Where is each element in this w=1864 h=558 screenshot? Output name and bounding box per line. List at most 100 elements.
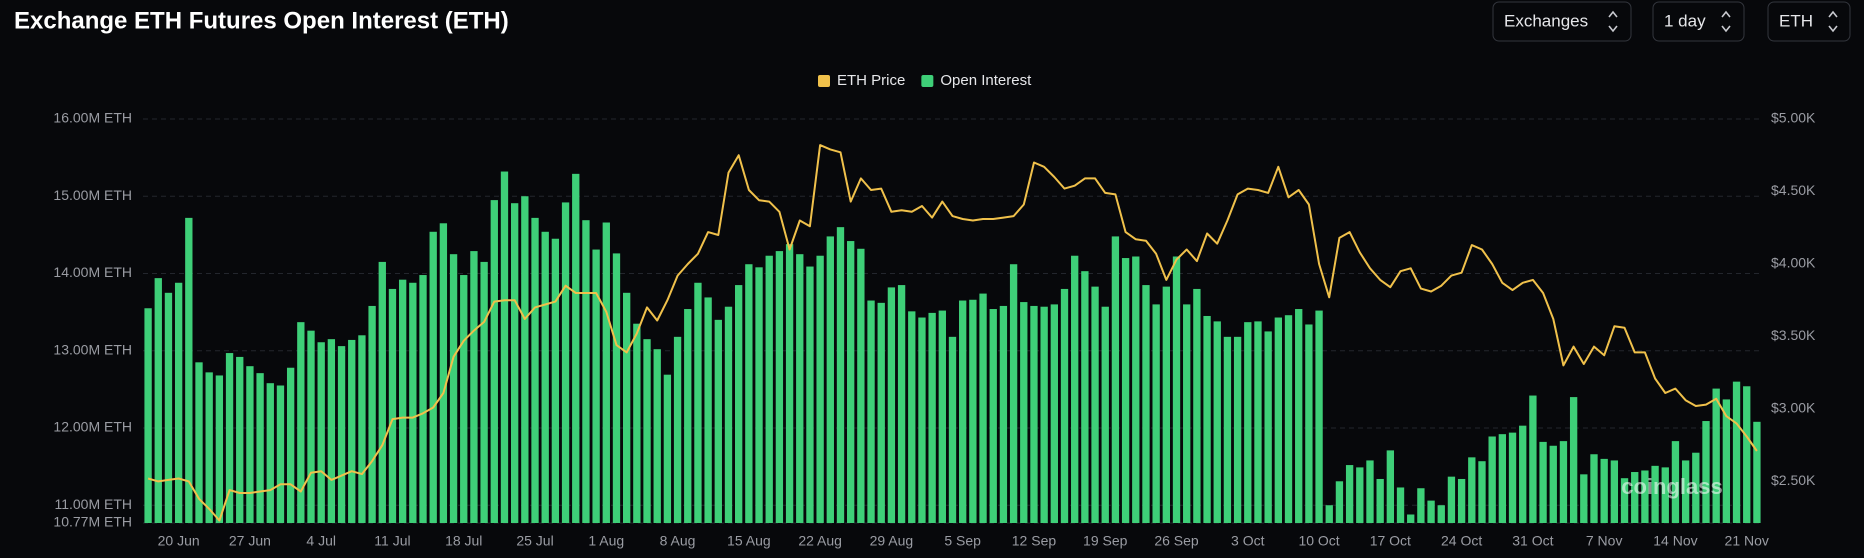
bar [653,349,661,523]
bar [1284,315,1293,523]
x-tick-label: 17 Oct [1370,533,1411,549]
bar [1162,286,1170,523]
bar [307,330,315,523]
y-tick-label: 11.00M ETH [54,496,132,512]
legend-label: ETH Price [837,72,905,89]
bar [1407,514,1415,523]
bar [1009,264,1018,523]
bar [735,285,743,523]
bar [1529,395,1537,523]
bar [959,300,967,523]
x-tick-label: 5 Sep [944,533,981,549]
watermark: coinglass [1621,474,1722,499]
bar [1549,445,1557,523]
bar [1071,255,1079,524]
bar [1692,452,1700,523]
bar [969,299,977,523]
y2-tick-label: $3.00K [1771,400,1816,416]
bar [388,288,397,523]
bar [724,306,733,523]
bar [236,356,244,523]
bar [449,254,458,523]
bar [185,217,193,523]
x-tick-label: 11 Jul [374,533,410,549]
x-tick-label: 8 Aug [660,533,696,549]
bar [286,367,295,523]
x-tick-label: 22 Aug [798,533,842,549]
bar [1213,321,1221,523]
bar [1559,441,1568,523]
legend-label: Open Interest [940,72,1032,89]
bar [765,255,773,524]
x-tick-label: 1 Aug [588,533,624,549]
bar [633,323,641,523]
bar [1569,397,1578,523]
bar [1671,441,1680,523]
unit-select[interactable]: ETH [1767,1,1851,42]
bar [572,173,580,523]
bar [276,385,285,523]
page-title: Exchange ETH Futures Open Interest (ETH) [14,7,509,34]
bar [704,297,712,523]
bar [816,255,824,524]
bar [1478,461,1486,523]
x-tick-label: 19 Sep [1083,533,1128,549]
bar [826,236,834,523]
bar [948,336,957,523]
bar [1081,271,1089,523]
bar [1060,288,1069,523]
x-tick-label: 18 Jul [445,533,482,549]
bar [1050,304,1058,523]
x-tick-label: 27 Jun [229,533,271,549]
bar [1580,474,1588,523]
bar [297,322,305,523]
bar [378,261,386,523]
interval-select[interactable]: 1 day [1652,1,1745,42]
bar [317,342,325,523]
bar [348,339,356,523]
bar [1345,465,1354,523]
select-label[interactable]: 1 day [1664,11,1706,30]
bar [1712,388,1720,523]
bar [1732,381,1741,523]
bar [215,375,224,523]
select-box[interactable] [1652,1,1745,42]
x-tick-label: 24 Oct [1441,533,1482,549]
bar [460,275,468,523]
bar [989,309,997,523]
bar [358,335,366,523]
bar [1193,288,1201,523]
bar [806,266,814,523]
select-box[interactable] [1767,1,1851,42]
bar [1427,500,1435,523]
y-tick-label: 16.00M ETH [53,110,132,126]
price-line [147,144,1758,522]
bar [684,309,692,523]
bar [439,223,448,523]
bar [1457,478,1466,523]
bar [1396,487,1405,523]
bar [1376,478,1384,523]
bar [1020,302,1028,523]
bar [205,372,213,523]
exchange-select[interactable]: Exchanges [1492,1,1632,42]
bar [1233,336,1242,523]
bar [836,227,845,523]
x-tick-label: 20 Jun [158,533,200,549]
bar [622,292,631,523]
bar [1366,460,1374,523]
bar [1040,306,1048,523]
x-tick-label: 12 Sep [1012,533,1057,549]
y2-tick-label: $5.00K [1771,110,1816,126]
x-tick-label: 31 Oct [1512,533,1553,549]
bar [1620,478,1629,523]
select-box[interactable] [1492,1,1632,42]
select-label[interactable]: Exchanges [1504,11,1588,30]
bar [164,292,173,523]
bar [1335,481,1344,523]
bar [1641,470,1649,523]
bar [490,200,498,523]
bar [643,339,651,523]
x-tick-label: 10 Oct [1298,533,1339,549]
select-label[interactable]: ETH [1779,11,1813,30]
